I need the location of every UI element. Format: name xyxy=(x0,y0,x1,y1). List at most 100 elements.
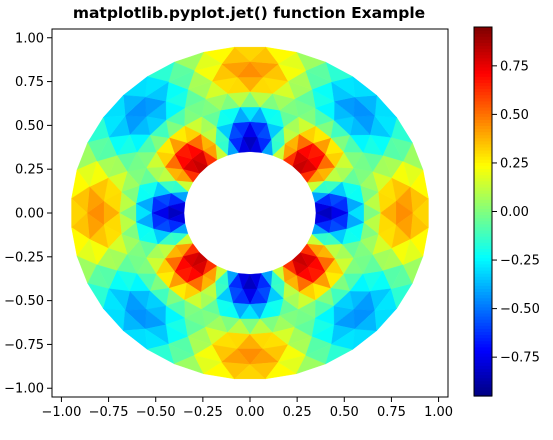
colorbar-segment xyxy=(474,288,492,293)
colorbar-segment xyxy=(474,300,492,305)
colorbar-segment xyxy=(474,140,492,145)
colorbar-segment xyxy=(474,183,492,188)
colorbar-segment xyxy=(474,122,492,126)
colorbar-segment xyxy=(474,100,492,105)
colorbar-segment xyxy=(474,30,492,34)
x-tick-label: 0.00 xyxy=(236,405,265,420)
x-tick-label: 0.75 xyxy=(377,405,406,420)
colorbar-tick-label: 0.50 xyxy=(500,108,529,123)
y-axis: −1.00 −0.75 −0.50 −0.25 0.00 0.25 0.50 0.75 1.00 xyxy=(4,31,52,397)
colorbar-segment xyxy=(474,82,492,87)
colorbar-segment xyxy=(474,162,492,166)
colorbar-segment xyxy=(474,266,492,271)
colorbar-segment xyxy=(474,208,492,213)
colorbar-segment xyxy=(474,196,492,200)
colorbar-segment xyxy=(474,282,492,286)
colorbar-segment xyxy=(474,386,492,391)
colorbar-segment xyxy=(474,374,492,379)
colorbar-segment xyxy=(474,60,492,65)
colorbar-segment xyxy=(474,322,492,326)
colorbar-segment xyxy=(474,33,492,37)
colorbar-segment xyxy=(474,346,492,351)
colorbar-segment xyxy=(474,211,492,216)
colorbar-segment xyxy=(474,137,492,142)
chart-title: matplotlib.pyplot.jet() function Example xyxy=(73,4,425,22)
colorbar-segment xyxy=(474,177,492,182)
colorbar-tick-label: −0.50 xyxy=(500,302,540,317)
colorbar-segment xyxy=(474,165,492,170)
colorbar-segment xyxy=(474,362,492,366)
colorbar-segment xyxy=(474,76,492,80)
colorbar-segment xyxy=(474,319,492,323)
colorbar-segment xyxy=(474,45,492,50)
colorbar-segment xyxy=(474,66,492,71)
colorbar-segment xyxy=(474,97,492,102)
colorbar xyxy=(474,27,492,397)
colorbar-segment xyxy=(474,263,492,268)
x-axis: −1.00 −0.75 −0.50 −0.25 0.00 0.25 0.50 0.75 1.00 xyxy=(42,397,453,420)
colorbar-segment xyxy=(474,103,492,108)
colorbar-segment xyxy=(474,153,492,157)
x-tick-label: −0.25 xyxy=(183,405,223,420)
colorbar-segment xyxy=(474,303,492,308)
colorbar-tick-label: 0.25 xyxy=(500,156,529,171)
colorbar-segment xyxy=(474,174,492,179)
colorbar-tick-label: −0.25 xyxy=(500,254,540,269)
x-tick-label: 0.25 xyxy=(283,405,312,420)
colorbar-segment xyxy=(474,251,492,256)
colorbar-segment xyxy=(474,159,492,163)
colorbar-segment xyxy=(474,51,492,56)
y-tick-label: −0.25 xyxy=(4,250,44,265)
mesh-triangle xyxy=(412,198,429,228)
colorbar-segment xyxy=(474,199,492,203)
colorbar-segment xyxy=(474,146,492,151)
colorbar-segment xyxy=(474,352,492,357)
colorbar-segment xyxy=(474,316,492,320)
colorbar-segment xyxy=(474,233,492,237)
tripcolor-mesh xyxy=(71,46,429,380)
colorbar-segment xyxy=(474,254,492,259)
colorbar-segment xyxy=(474,365,492,369)
y-tick-label: 0.75 xyxy=(15,75,44,90)
colorbar-segment xyxy=(474,294,492,299)
colorbar-segment xyxy=(474,226,492,231)
colorbar-segment xyxy=(474,306,492,311)
colorbar-segment xyxy=(474,380,492,385)
colorbar-segment xyxy=(474,116,492,120)
colorbar-segment xyxy=(474,134,492,139)
x-tick-label: −1.00 xyxy=(42,405,82,420)
x-tick-label: 1.00 xyxy=(424,405,453,420)
colorbar-segment xyxy=(474,193,492,197)
colorbar-segment xyxy=(474,309,492,314)
colorbar-segment xyxy=(474,343,492,348)
colorbar-segment xyxy=(474,205,492,210)
colorbar-segment xyxy=(474,356,492,360)
colorbar-segment xyxy=(474,220,492,225)
colorbar-segment xyxy=(474,248,492,253)
colorbar-tick-label: 0.75 xyxy=(500,59,529,74)
colorbar-segment xyxy=(474,63,492,68)
colorbar-segment xyxy=(474,202,492,206)
colorbar-segment xyxy=(474,156,492,160)
colorbar-segment xyxy=(474,383,492,388)
colorbar-segment xyxy=(474,245,492,249)
colorbar-segment xyxy=(474,377,492,382)
x-tick-label: 0.50 xyxy=(330,405,359,420)
y-tick-label: 0.25 xyxy=(15,163,44,178)
colorbar-segment xyxy=(474,79,492,83)
colorbar-segment xyxy=(474,242,492,246)
colorbar-segment xyxy=(474,131,492,136)
y-tick-label: −0.75 xyxy=(4,338,44,353)
colorbar-segment xyxy=(474,371,492,376)
y-tick-label: −1.00 xyxy=(4,382,44,397)
colorbar-segment xyxy=(474,143,492,148)
colorbar-segment xyxy=(474,57,492,62)
colorbar-segment xyxy=(474,171,492,176)
colorbar-segment xyxy=(474,279,492,283)
y-tick-label: 1.00 xyxy=(15,31,44,46)
colorbar-segment xyxy=(474,91,492,96)
colorbar-segment xyxy=(474,119,492,123)
colorbar-segment xyxy=(474,150,492,154)
x-tick-label: −0.50 xyxy=(136,405,176,420)
